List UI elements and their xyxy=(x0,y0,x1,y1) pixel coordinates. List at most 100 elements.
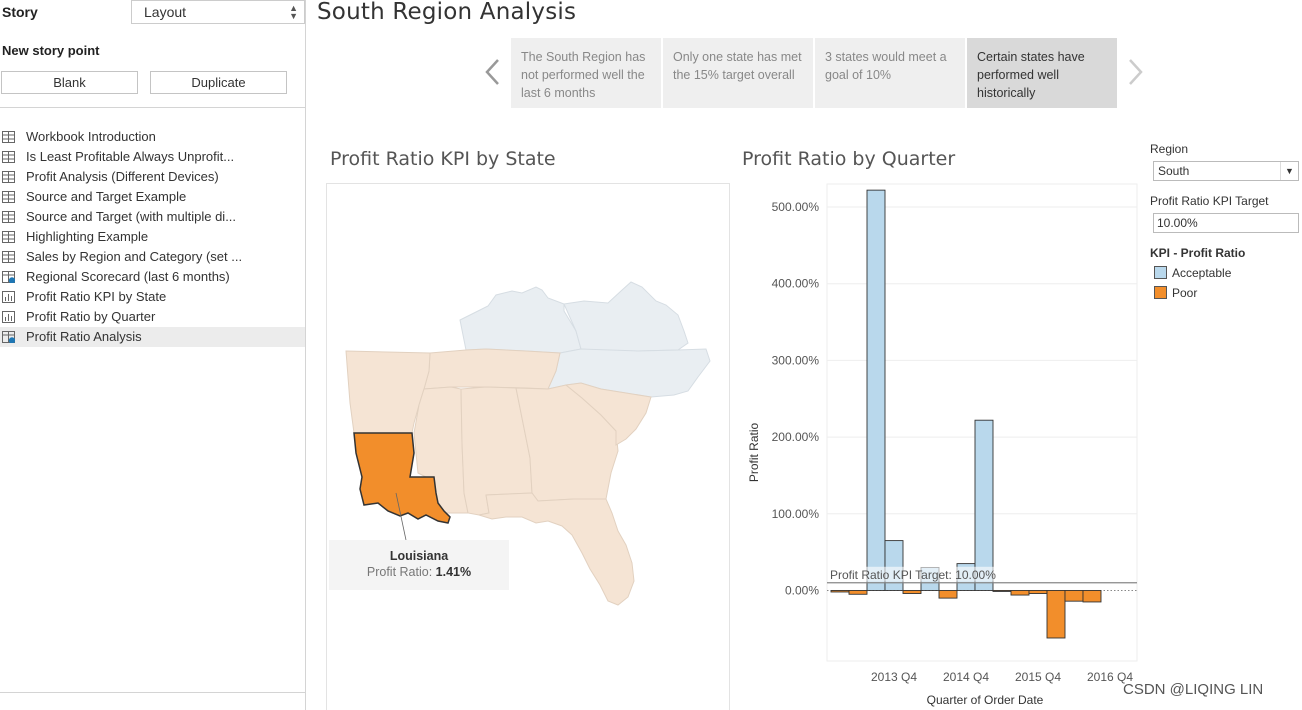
kpi-target-label: Profit Ratio KPI Target xyxy=(1150,194,1269,208)
story-title: South Region Analysis xyxy=(317,0,577,25)
grid-icon xyxy=(2,171,15,183)
reference-label-bg xyxy=(829,566,1007,582)
bar[interactable] xyxy=(1064,589,1084,602)
sheet-item[interactable]: Profit Analysis (Different Devices) xyxy=(0,167,305,187)
y-tick-label: 200.00% xyxy=(772,430,820,444)
sheet-item[interactable]: Source and Target (with multiple di... xyxy=(0,207,305,227)
grid-icon xyxy=(2,211,15,223)
grid-icon xyxy=(2,151,15,163)
bar[interactable] xyxy=(866,189,886,591)
state-south-carolina[interactable] xyxy=(564,382,652,446)
next-arrow-icon[interactable] xyxy=(1125,57,1145,87)
watermark: CSDN @LIQING LIN xyxy=(1123,681,1264,698)
poor-swatch xyxy=(1154,286,1167,299)
bar[interactable] xyxy=(1046,589,1066,639)
sheet-item-label: Highlighting Example xyxy=(26,229,149,244)
updown-arrow-icon: ▲ ▼ xyxy=(289,3,298,21)
grid-icon xyxy=(2,231,15,243)
grid-check-icon xyxy=(2,331,15,343)
layout-value: Layout xyxy=(144,4,187,20)
sheet-item[interactable]: Profit Ratio Analysis xyxy=(0,327,305,347)
south-states-map xyxy=(345,281,711,606)
region-value: South xyxy=(1158,164,1190,178)
bar[interactable] xyxy=(902,589,922,594)
chevron-down-icon: ▼ xyxy=(1280,162,1298,180)
grid-icon xyxy=(2,251,15,263)
bar[interactable] xyxy=(1028,589,1048,594)
sheet-item[interactable]: Profit Ratio by Quarter xyxy=(0,307,305,327)
sheet-item-label: Is Least Profitable Always Unprofit... xyxy=(26,149,235,164)
duplicate-button[interactable]: Duplicate xyxy=(150,71,287,94)
bar[interactable] xyxy=(830,589,850,593)
sheet-item-label: Source and Target Example xyxy=(26,189,187,204)
pane-divider xyxy=(0,107,305,108)
bar-sheet-title: Profit Ratio by Quarter xyxy=(742,148,956,170)
state-virginia[interactable] xyxy=(563,281,689,352)
bar[interactable] xyxy=(848,589,868,595)
tooltip-metric: Profit Ratio: 1.41% xyxy=(329,565,509,579)
sheet-item[interactable]: Source and Target Example xyxy=(0,187,305,207)
sheet-item[interactable]: Profit Ratio KPI by State xyxy=(0,287,305,307)
state-arkansas[interactable] xyxy=(345,350,431,434)
sheet-item-label: Profit Ratio KPI by State xyxy=(26,289,167,304)
map-sheet-title: Profit Ratio KPI by State xyxy=(330,148,556,170)
bar[interactable] xyxy=(1010,589,1030,596)
grid-icon xyxy=(2,191,15,203)
story-caption-3[interactable]: 3 states would meet a goal of 10% xyxy=(815,38,965,108)
y-tick-label: 100.00% xyxy=(772,507,820,521)
y-tick-label: 0.00% xyxy=(785,583,819,597)
story-pane: Story Layout ▲ ▼ New story point Blank Du… xyxy=(0,0,306,710)
y-tick-label: 300.00% xyxy=(772,353,820,367)
sheet-item[interactable]: Workbook Introduction xyxy=(0,127,305,147)
profit-ratio-bar-chart: Profit Ratio KPI Target: 10.00% 0.00% 100… xyxy=(747,183,1138,707)
chart-icon xyxy=(2,291,15,303)
region-dropdown[interactable]: South ▼ xyxy=(1153,161,1299,181)
story-caption-4[interactable]: Certain states have performed well histo… xyxy=(967,38,1117,108)
sheet-item[interactable]: Is Least Profitable Always Unprofit... xyxy=(0,147,305,167)
layout-dropdown[interactable]: Layout ▲ ▼ xyxy=(131,0,305,24)
x-tick-label: 2016 Q4 xyxy=(1087,670,1133,684)
x-tick-label: 2015 Q4 xyxy=(1015,670,1061,684)
acceptable-swatch xyxy=(1154,266,1167,279)
tooltip-metric-value: 1.41% xyxy=(435,565,472,579)
grid-icon xyxy=(2,131,15,143)
bar[interactable] xyxy=(974,419,994,591)
sheet-item-label: Profit Ratio Analysis xyxy=(26,329,142,344)
legend-item-acceptable[interactable]: Acceptable xyxy=(1154,266,1231,280)
state-florida[interactable] xyxy=(478,492,635,606)
tooltip-metric-label: Profit Ratio: xyxy=(366,565,433,579)
legend-label-poor: Poor xyxy=(1172,286,1198,300)
y-tick-label: 400.00% xyxy=(772,277,820,291)
kpi-legend-title: KPI - Profit Ratio xyxy=(1150,246,1246,260)
region-filter-label: Region xyxy=(1150,142,1189,156)
sheet-item[interactable]: Sales by Region and Category (set ... xyxy=(0,247,305,267)
x-tick-label: 2013 Q4 xyxy=(871,670,917,684)
sheet-item-label: Workbook Introduction xyxy=(26,129,156,144)
story-label: Story xyxy=(2,4,38,20)
bar[interactable] xyxy=(938,589,958,599)
story-caption-1[interactable]: The South Region has not performed well … xyxy=(511,38,661,108)
map-frame xyxy=(326,183,730,710)
bar[interactable] xyxy=(1082,589,1102,603)
tooltip-state-name: Louisiana xyxy=(389,549,449,563)
bar[interactable] xyxy=(992,589,1012,592)
legend-item-poor[interactable]: Poor xyxy=(1154,286,1197,300)
sheet-item-label: Source and Target (with multiple di... xyxy=(26,209,237,224)
kpi-target-input[interactable] xyxy=(1153,213,1299,233)
sheet-item-label: Profit Ratio by Quarter xyxy=(26,309,156,324)
sheet-item-label: Sales by Region and Category (set ... xyxy=(26,249,243,264)
legend-label-acceptable: Acceptable xyxy=(1172,266,1232,280)
grid-check-icon xyxy=(2,271,15,283)
x-tick-label: 2014 Q4 xyxy=(943,670,989,684)
kpi-target-label: Profit Ratio KPI Target: 10.00% xyxy=(830,568,996,582)
state-kentucky[interactable] xyxy=(459,286,582,354)
sheet-item[interactable]: Regional Scorecard (last 6 months) xyxy=(0,267,305,287)
blank-button[interactable]: Blank xyxy=(1,71,138,94)
previous-arrow-icon[interactable] xyxy=(483,57,503,87)
story-caption-2[interactable]: Only one state has met the 15% target ov… xyxy=(663,38,813,108)
sheet-list: Workbook Introduction Is Least Profitable… xyxy=(0,127,305,347)
sheet-item[interactable]: Highlighting Example xyxy=(0,227,305,247)
state-tennessee[interactable] xyxy=(423,348,561,390)
sheet-item-label: Profit Analysis (Different Devices) xyxy=(26,169,219,184)
state-louisiana[interactable] xyxy=(353,432,451,524)
